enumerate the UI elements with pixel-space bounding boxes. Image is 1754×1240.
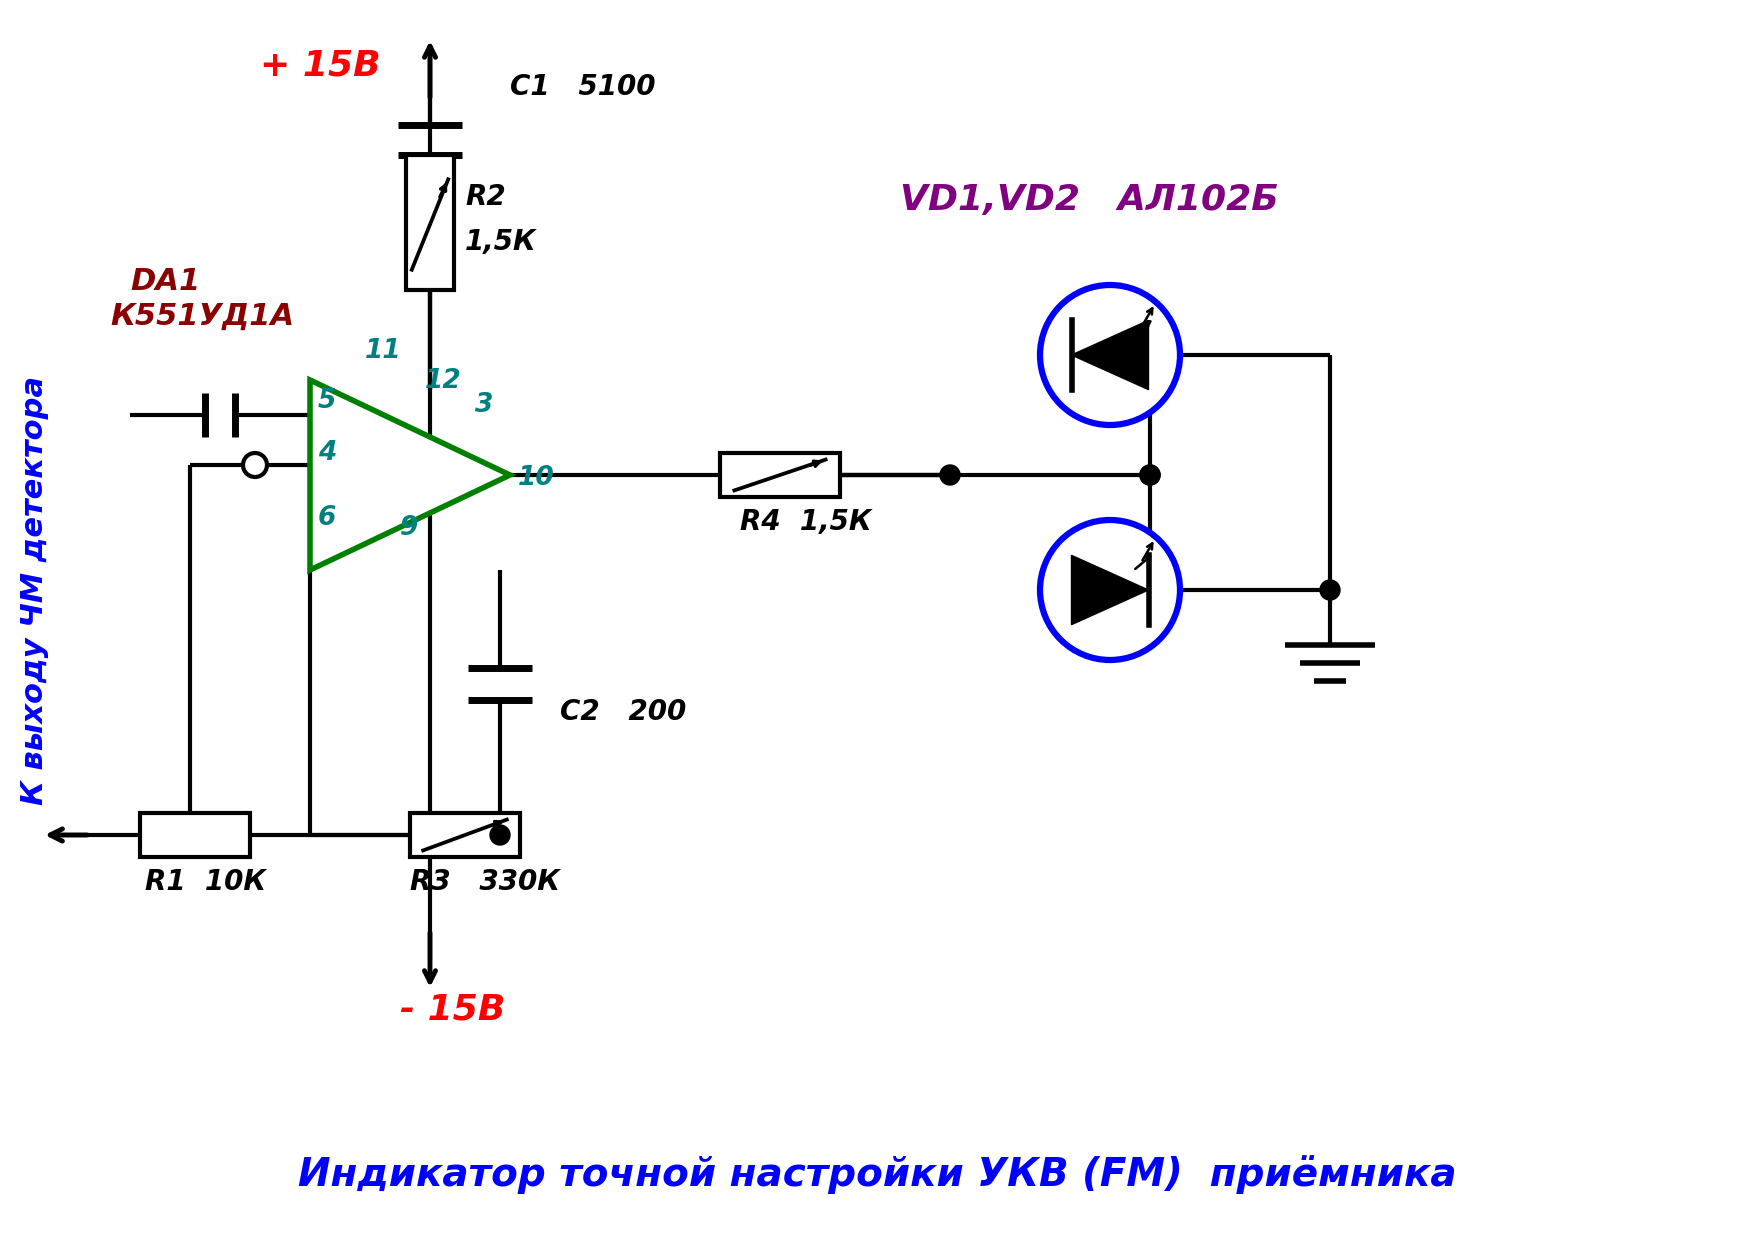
Polygon shape xyxy=(1072,320,1149,389)
Text: К выходу ЧМ детектора: К выходу ЧМ детектора xyxy=(21,376,49,805)
Polygon shape xyxy=(1072,556,1149,625)
Text: R4  1,5К: R4 1,5К xyxy=(740,508,872,536)
Text: 11: 11 xyxy=(365,339,402,365)
Text: C2   200: C2 200 xyxy=(560,698,686,725)
Text: VD1,VD2   АЛ102Б: VD1,VD2 АЛ102Б xyxy=(900,184,1279,217)
Text: Индикатор точной настройки УКВ (FM)  приёмника: Индикатор точной настройки УКВ (FM) приё… xyxy=(298,1156,1456,1194)
Polygon shape xyxy=(310,379,510,570)
Text: - 15В: - 15В xyxy=(400,993,505,1027)
Bar xyxy=(410,813,519,857)
Circle shape xyxy=(489,825,510,844)
Circle shape xyxy=(1140,465,1159,485)
Circle shape xyxy=(1040,285,1180,425)
Circle shape xyxy=(1321,580,1340,600)
Circle shape xyxy=(244,453,267,477)
Text: R3   330К: R3 330К xyxy=(410,868,560,897)
Text: 9: 9 xyxy=(400,515,419,541)
Circle shape xyxy=(1140,465,1159,485)
Circle shape xyxy=(940,465,959,485)
Text: R2: R2 xyxy=(465,184,505,211)
Text: + 15В: + 15В xyxy=(260,48,381,82)
Circle shape xyxy=(1040,520,1180,660)
Text: 10: 10 xyxy=(517,465,554,491)
Bar xyxy=(140,813,251,857)
Text: C1   5100: C1 5100 xyxy=(510,73,656,100)
Bar xyxy=(405,155,454,290)
Text: 4: 4 xyxy=(317,440,337,466)
Text: 12: 12 xyxy=(424,368,461,394)
Text: 5: 5 xyxy=(317,388,337,414)
Text: К551УД1А: К551УД1А xyxy=(111,303,295,331)
Text: 3: 3 xyxy=(475,392,493,418)
Text: R1  10К: R1 10К xyxy=(146,868,267,897)
Text: 1,5К: 1,5К xyxy=(465,228,537,255)
Text: DA1: DA1 xyxy=(130,267,200,296)
Text: 6: 6 xyxy=(317,505,337,531)
Bar xyxy=(719,453,840,497)
